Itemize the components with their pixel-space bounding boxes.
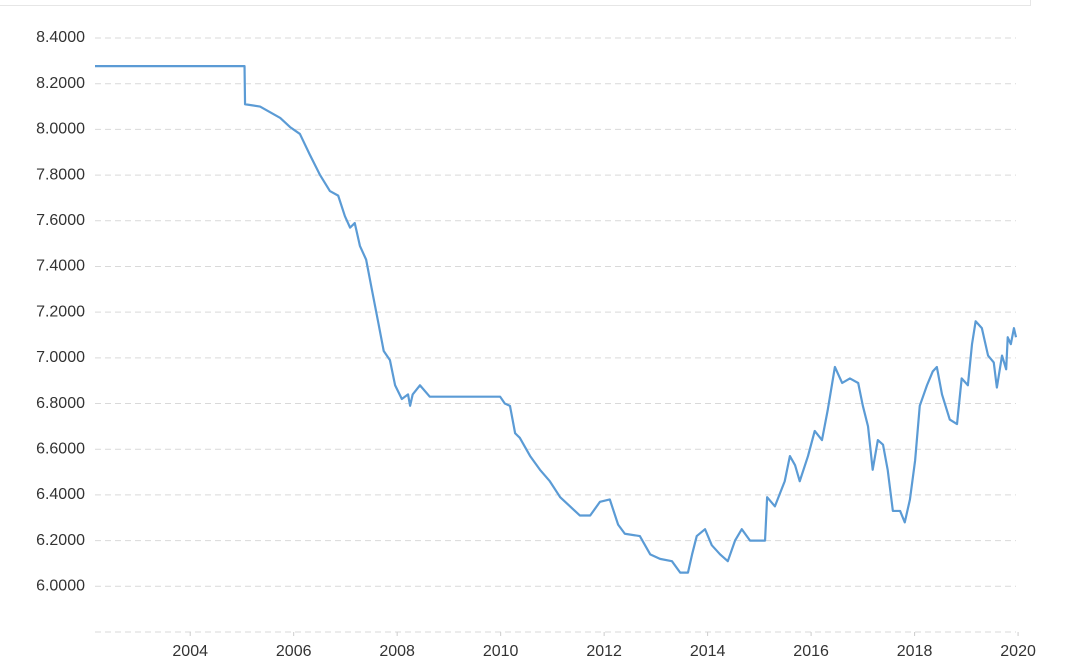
y-tick-label: 6.0000 <box>36 578 85 595</box>
y-tick-label: 7.0000 <box>36 349 85 366</box>
y-tick-label: 7.6000 <box>36 212 85 229</box>
x-tick-label: 2016 <box>793 643 829 660</box>
x-tick-label: 2012 <box>586 643 622 660</box>
y-tick-label: 8.0000 <box>36 121 85 138</box>
y-tick-label: 8.4000 <box>36 29 85 46</box>
x-tick-label: 2014 <box>690 643 726 660</box>
y-tick-label: 6.4000 <box>36 486 85 503</box>
x-tick-label: 2018 <box>897 643 933 660</box>
x-tick-label: 2008 <box>379 643 415 660</box>
x-tick-label: 2004 <box>172 643 208 660</box>
y-tick-label: 8.2000 <box>36 75 85 92</box>
y-tick-label: 6.8000 <box>36 395 85 412</box>
y-tick-label: 6.6000 <box>36 440 85 457</box>
y-tick-label: 7.4000 <box>36 258 85 275</box>
y-tick-label: 7.2000 <box>36 303 85 320</box>
data-line <box>95 65 1018 574</box>
y-tick-label: 6.2000 <box>36 532 85 549</box>
x-tick-label: 2020 <box>1000 643 1036 660</box>
x-tick-label: 2010 <box>483 643 519 660</box>
x-tick-label: 2006 <box>276 643 312 660</box>
y-tick-label: 7.8000 <box>36 166 85 183</box>
